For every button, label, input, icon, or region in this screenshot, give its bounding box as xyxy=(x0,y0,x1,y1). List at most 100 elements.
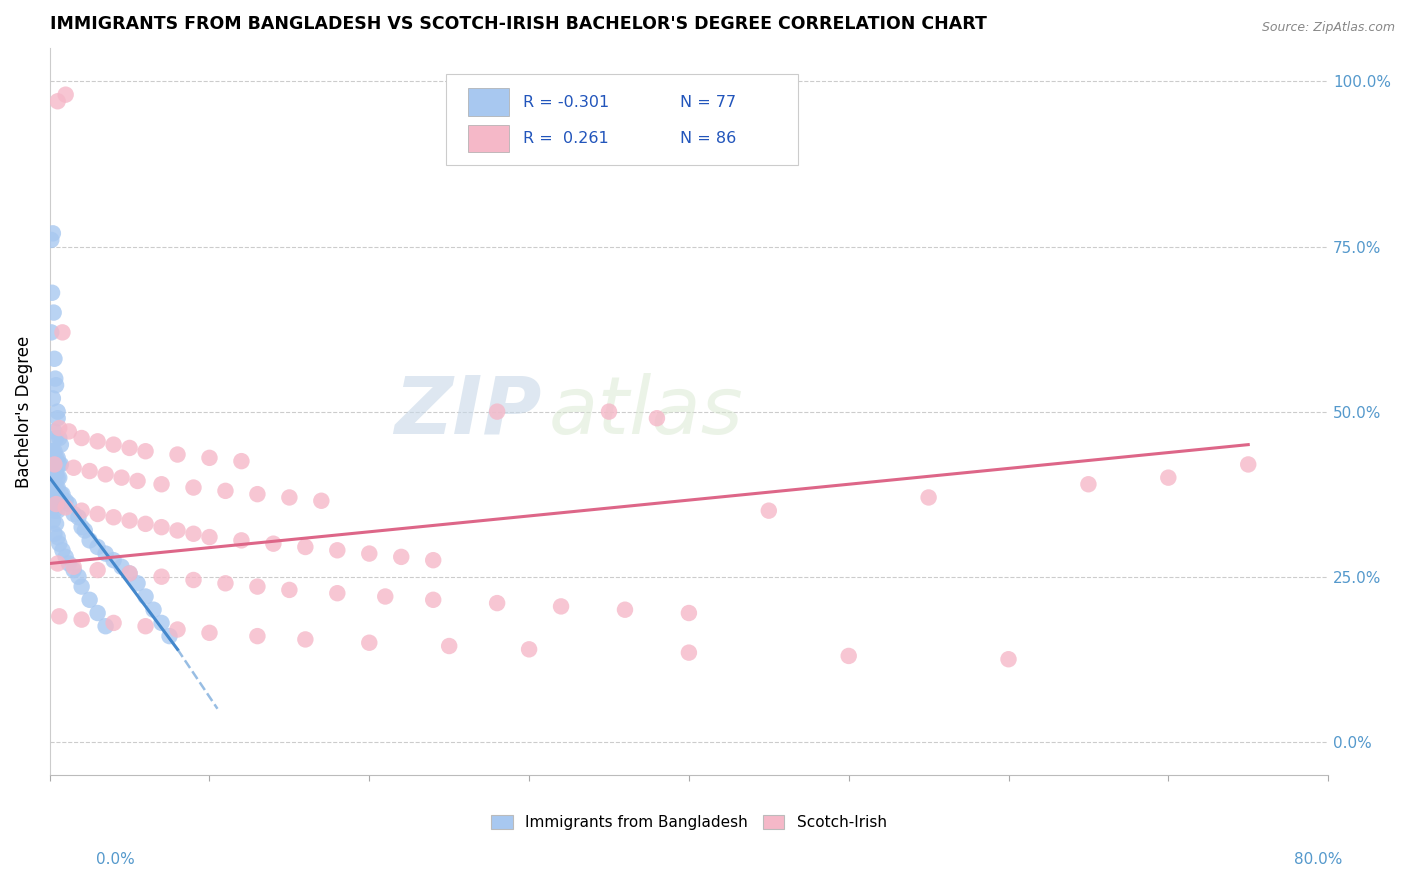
Point xyxy=(45,481,67,495)
Point xyxy=(48,431,70,445)
Point xyxy=(46,411,69,425)
Point xyxy=(246,487,269,501)
Point xyxy=(46,530,69,544)
Point xyxy=(142,603,165,617)
Point xyxy=(67,510,90,524)
Point xyxy=(44,351,66,366)
Point xyxy=(135,590,157,604)
Text: N = 77: N = 77 xyxy=(681,95,737,110)
Point xyxy=(614,603,637,617)
Point xyxy=(44,526,66,541)
Bar xyxy=(468,125,509,153)
Point xyxy=(127,576,149,591)
Text: R = -0.301: R = -0.301 xyxy=(523,95,609,110)
Point xyxy=(246,629,269,643)
Point xyxy=(294,540,316,554)
Point xyxy=(55,87,77,102)
Point xyxy=(486,404,509,418)
Point xyxy=(79,464,101,478)
Point xyxy=(44,477,66,491)
Point xyxy=(42,500,65,515)
Point xyxy=(42,227,65,241)
Text: R =  0.261: R = 0.261 xyxy=(523,131,609,146)
Point xyxy=(62,563,84,577)
Point xyxy=(46,503,69,517)
Point xyxy=(326,543,349,558)
Point xyxy=(45,431,67,445)
Point xyxy=(55,500,77,515)
Point xyxy=(73,524,96,538)
Point xyxy=(46,481,69,495)
Point xyxy=(159,629,181,643)
Point xyxy=(42,467,65,482)
FancyBboxPatch shape xyxy=(446,74,797,165)
Point xyxy=(45,450,67,465)
Point xyxy=(39,444,62,458)
Point xyxy=(150,477,173,491)
Legend: Immigrants from Bangladesh, Scotch-Irish: Immigrants from Bangladesh, Scotch-Irish xyxy=(485,808,893,836)
Point xyxy=(42,444,65,458)
Point xyxy=(166,448,188,462)
Point xyxy=(389,549,412,564)
Point xyxy=(422,553,444,567)
Point xyxy=(127,474,149,488)
Point xyxy=(46,450,69,465)
Point xyxy=(166,623,188,637)
Point xyxy=(41,285,63,300)
Point xyxy=(67,570,90,584)
Point xyxy=(48,609,70,624)
Point xyxy=(39,233,62,247)
Point xyxy=(86,540,108,554)
Point xyxy=(51,326,73,340)
Point xyxy=(118,441,141,455)
Point xyxy=(49,487,72,501)
Point xyxy=(44,467,66,482)
Point xyxy=(42,464,65,478)
Point xyxy=(70,431,93,445)
Point xyxy=(46,557,69,571)
Point xyxy=(94,467,117,482)
Point xyxy=(422,592,444,607)
Text: 80.0%: 80.0% xyxy=(1295,853,1343,867)
Point xyxy=(166,524,188,538)
Point xyxy=(46,404,69,418)
Point xyxy=(44,483,66,498)
Point xyxy=(326,586,349,600)
Point xyxy=(110,559,132,574)
Point xyxy=(55,493,77,508)
Point xyxy=(42,477,65,491)
Point xyxy=(1077,477,1099,491)
Point xyxy=(135,444,157,458)
Point xyxy=(45,467,67,482)
Point xyxy=(294,632,316,647)
Point xyxy=(86,434,108,449)
Point xyxy=(183,526,205,541)
Point xyxy=(150,520,173,534)
Point xyxy=(103,510,125,524)
Point xyxy=(246,580,269,594)
Point xyxy=(110,470,132,484)
Point xyxy=(135,516,157,531)
Point xyxy=(598,404,620,418)
Point xyxy=(214,483,236,498)
Point xyxy=(183,481,205,495)
Point xyxy=(48,537,70,551)
Point xyxy=(214,576,236,591)
Point xyxy=(86,563,108,577)
Point xyxy=(359,636,381,650)
Point xyxy=(678,646,700,660)
Point xyxy=(51,543,73,558)
Point xyxy=(374,590,396,604)
Point xyxy=(44,444,66,458)
Point xyxy=(103,437,125,451)
Point xyxy=(135,619,157,633)
Point xyxy=(1237,458,1260,472)
Point xyxy=(94,619,117,633)
Text: Source: ZipAtlas.com: Source: ZipAtlas.com xyxy=(1261,21,1395,34)
Point xyxy=(997,652,1019,666)
Point xyxy=(262,537,284,551)
Point xyxy=(39,477,62,491)
Point xyxy=(55,549,77,564)
Point xyxy=(46,95,69,109)
Y-axis label: Bachelor's Degree: Bachelor's Degree xyxy=(15,335,32,488)
